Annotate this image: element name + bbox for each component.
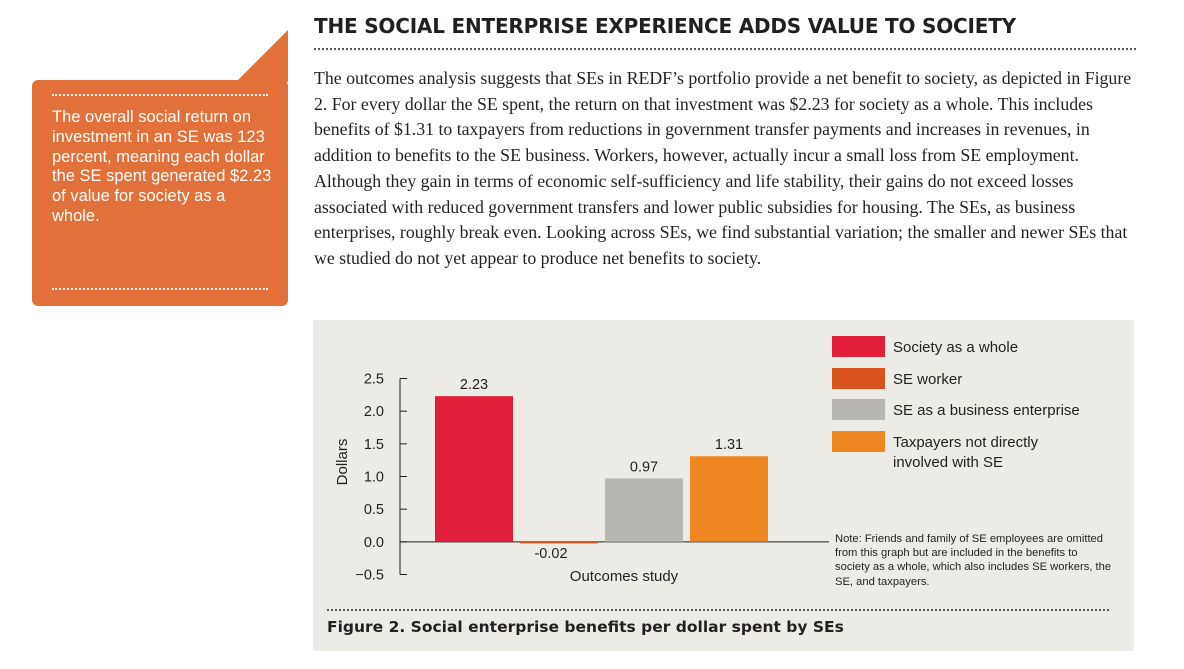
x-axis-title: Outcomes study (570, 568, 679, 585)
y-tick-label: −0.5 (355, 568, 384, 584)
legend-label: Society as a whole (893, 339, 1018, 356)
legend-swatch (832, 336, 885, 357)
legend-label: SE worker (893, 371, 962, 388)
legend-swatch (832, 368, 885, 389)
bar-se-as-a-business-enterprise (605, 478, 683, 542)
callout-pointer (236, 30, 288, 82)
bar-value-label: -0.02 (534, 546, 567, 562)
bar-value-label: 2.23 (460, 377, 488, 393)
pull-quote-callout: The overall social return on investment … (32, 80, 288, 306)
legend-label: SE as a business enterprise (893, 402, 1080, 419)
bar-taxpayers-not-directly-involved-with-se (690, 456, 768, 542)
pull-quote-text: The overall social return on investment … (52, 108, 272, 225)
legend-swatch (832, 399, 885, 420)
bar-chart: 2.5 2.0 1.5 1.0 0.5 0.0 −0.5 Dollars 2.23 -0.02 0.… (334, 336, 1080, 585)
caption-divider (327, 609, 1109, 611)
callout-bottom-divider (52, 288, 268, 290)
bar-value-label: 1.31 (715, 437, 743, 453)
article-body: The outcomes analysis suggests that SEs … (314, 68, 1132, 268)
y-tick-label: 0.0 (364, 535, 384, 551)
legend-label: involved with SE (893, 454, 1003, 471)
y-tick-label: 1.0 (364, 470, 384, 486)
callout-top-divider (52, 94, 268, 96)
figure-caption: Figure 2. Social enterprise benefits per… (327, 618, 844, 636)
y-tick-label: 1.5 (364, 437, 384, 453)
bar-se-worker (520, 541, 598, 544)
bar-value-label: 0.97 (630, 459, 658, 475)
figure-note: Note: Friends and family of SE employees… (835, 533, 1112, 588)
y-axis-title: Dollars (334, 439, 351, 486)
section-heading: THE SOCIAL ENTERPRISE EXPERIENCE ADDS VA… (314, 14, 1016, 38)
legend-label: Taxpayers not directly (893, 434, 1039, 451)
heading-divider (314, 48, 1136, 50)
y-tick-label: 2.0 (364, 404, 384, 420)
y-tick-label: 0.5 (364, 502, 384, 518)
bar-society-as-a-whole (435, 396, 513, 542)
legend-swatch (832, 431, 885, 452)
y-tick-label: 2.5 (364, 372, 384, 388)
figure-panel: 2.5 2.0 1.5 1.0 0.5 0.0 −0.5 Dollars 2.23 -0.02 0.… (313, 320, 1134, 651)
